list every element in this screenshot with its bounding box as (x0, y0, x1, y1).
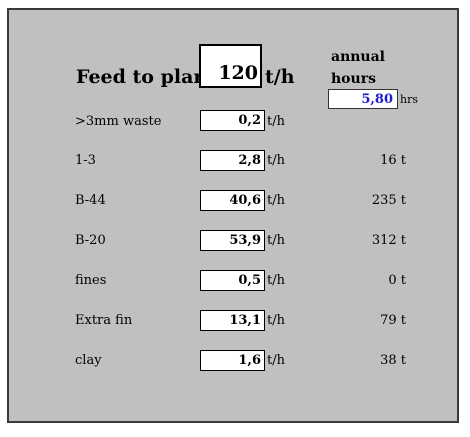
value-text: 53,9 (229, 233, 261, 248)
unit-label: t/h (267, 273, 285, 288)
feed-unit-label: t/h (265, 66, 295, 88)
page-title: Feed to plant (76, 66, 216, 88)
unit-label: t/h (267, 114, 285, 129)
unit-label: t/h (267, 193, 285, 208)
row-label-waste: >3mm waste (75, 114, 162, 129)
annual-value: 16 t (380, 153, 406, 168)
annual-value: 312 t (371, 233, 406, 248)
row-label-fines: fines (75, 273, 107, 288)
unit-label: t/h (267, 313, 285, 328)
value-cell-fines[interactable]: 0,5 (200, 270, 265, 291)
value-text: 0,2 (238, 113, 261, 128)
value-cell-b20[interactable]: 53,9 (200, 230, 265, 251)
value-cell-clay[interactable]: 1,6 (200, 350, 265, 371)
row-label-b20: B-20 (75, 233, 106, 248)
annual-value: 235 t (371, 193, 406, 208)
annual-hours-label: annual hours (331, 46, 385, 90)
value-text: 0,5 (238, 273, 261, 288)
annual-label-line2: hours (331, 71, 376, 87)
hours-value: 5,80 (361, 91, 393, 107)
value-text: 13,1 (229, 313, 261, 328)
row-label-b44: B-44 (75, 193, 106, 208)
feed-value: 120 (218, 62, 258, 84)
annual-value: 0 t (388, 273, 406, 288)
unit-label: t/h (267, 153, 285, 168)
value-text: 2,8 (238, 153, 261, 168)
row-label-clay: clay (75, 353, 102, 368)
feed-input[interactable]: 120 (199, 44, 262, 88)
annual-value: 38 t (380, 353, 406, 368)
value-cell-extra-fin[interactable]: 13,1 (200, 310, 265, 331)
value-cell-1-3[interactable]: 2,8 (200, 150, 265, 171)
hours-unit-label: hrs (400, 93, 418, 106)
value-text: 1,6 (238, 353, 261, 368)
unit-label: t/h (267, 233, 285, 248)
row-label-extra-fin: Extra fin (75, 313, 133, 328)
unit-label: t/h (267, 353, 285, 368)
annual-label-line1: annual (331, 49, 385, 65)
row-label-1-3: 1-3 (75, 153, 96, 168)
hours-input[interactable]: 5,80 (328, 89, 398, 109)
annual-value: 79 t (380, 313, 406, 328)
value-text: 40,6 (229, 193, 261, 208)
value-cell-waste[interactable]: 0,2 (200, 110, 265, 131)
value-cell-b44[interactable]: 40,6 (200, 190, 265, 211)
